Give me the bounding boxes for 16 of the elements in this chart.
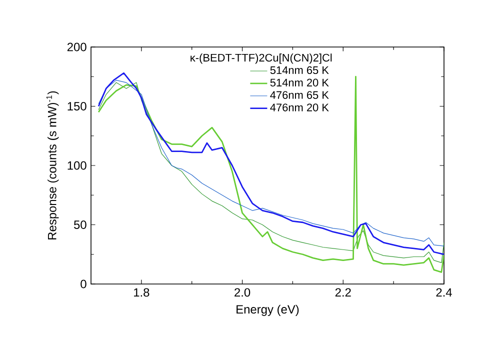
y-tick-label: 200 <box>67 42 86 52</box>
legend-label: 476nm 65 K <box>270 91 329 99</box>
y-tick-label: 100 <box>68 161 86 170</box>
x-tick-label: 2.2 <box>335 288 351 297</box>
legend-title: κ-(BEDT-TTF)2Cu[N(CN)2]Cl <box>190 54 332 64</box>
legend-label: 514nm 20 K <box>270 78 329 86</box>
legend-label: 514nm 65 K <box>270 66 329 74</box>
x-tick-label: 1.8 <box>134 288 150 297</box>
y-axis-title: Response (counts (s mW)$^{-1}$) <box>46 91 59 240</box>
y-tick-label: 0 <box>80 280 86 288</box>
y-tick-label: 50 <box>74 220 86 229</box>
x-tick-label: 2.0 <box>234 288 250 297</box>
x-tick-label: 2.4 <box>436 288 452 297</box>
y-tick-label: 150 <box>68 102 86 110</box>
legend-label: 476nm 20 K <box>270 104 329 112</box>
x-axis-title: Energy (eV) <box>236 304 299 316</box>
